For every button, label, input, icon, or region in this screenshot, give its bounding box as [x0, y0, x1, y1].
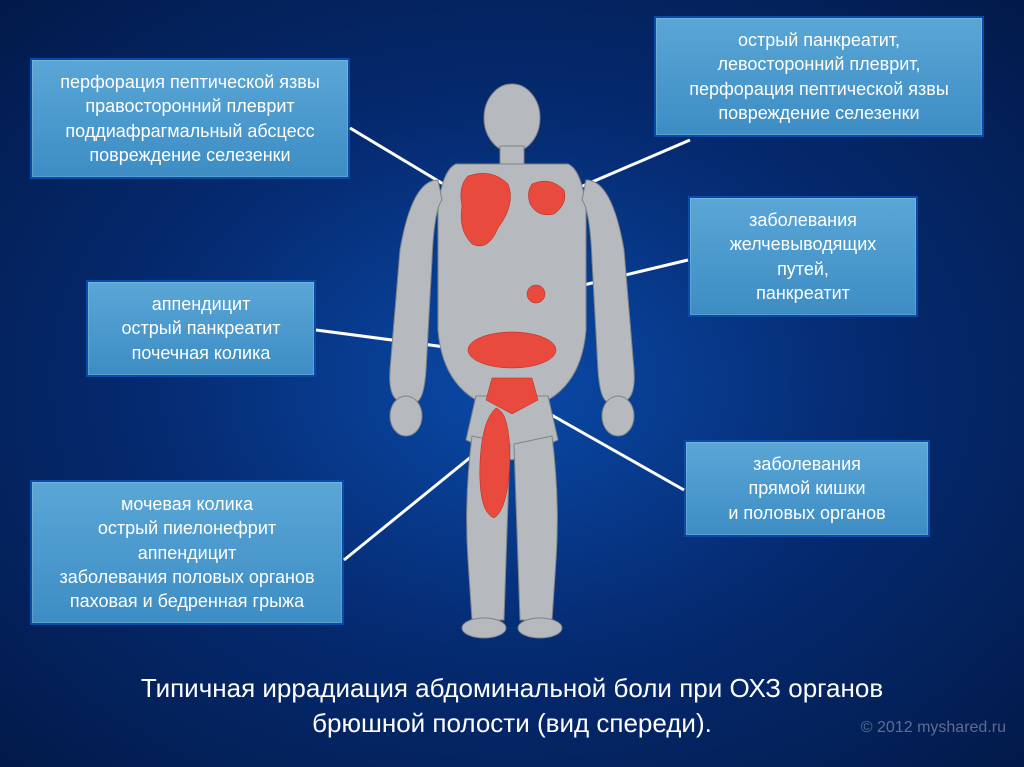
label-top-left: перфорация пептической язвыправосторонни… — [30, 58, 350, 179]
label-top-right: острый панкреатит,левосторонний плеврит,… — [654, 16, 984, 137]
label-mid-right: заболеванияжелчевыводящихпутей,панкреати… — [688, 196, 918, 317]
label-mid-left: аппендицитострый панкреатитпочечная коли… — [86, 280, 316, 377]
region-epigastric — [527, 285, 545, 303]
slide-title: Типичная иррадиация абдоминальной боли п… — [102, 671, 922, 741]
body-figure — [372, 80, 652, 640]
label-bot-right: заболеванияпрямой кишкии половых органов — [684, 440, 930, 537]
watermark: © 2012 myshared.ru — [861, 718, 1006, 737]
label-bot-left: мочевая коликаострый пиелонефритаппендиц… — [30, 480, 344, 625]
slide-stage: перфорация пептической язвыправосторонни… — [0, 0, 1024, 767]
region-periumbilical — [468, 332, 556, 368]
